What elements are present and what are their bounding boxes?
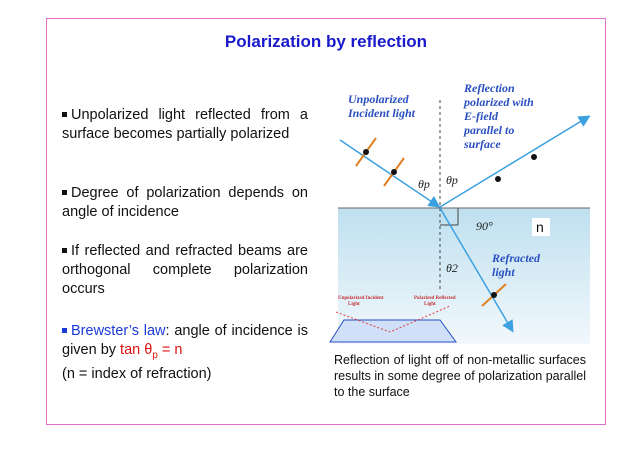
bullet: Brewster’s law: angle of incidence is gi… [62,322,308,384]
theta-p: θp [446,173,458,187]
caption: Reflection of light off of non-metallic … [334,353,586,399]
incident-label: Unpolarized Incident light [347,92,416,120]
bullet: If reflected and refracted beams are ort… [62,242,308,299]
n-label: n [536,219,544,235]
n-box [532,218,550,236]
right-angle: 90° [476,219,493,233]
theta-2: θ2 [446,261,458,275]
theta-p: θp [418,177,430,191]
incident-ray [339,139,441,208]
law-name: Brewster’s law [71,323,166,339]
bullet-text: Unpolarized light reflected from a surfa… [62,107,308,142]
bullet-text: : angle of incidence is given by [62,323,308,358]
frame [46,18,606,425]
refracted-ray [439,207,514,333]
formula-end: = n [157,342,183,358]
formula-sub: p [152,349,158,361]
inset-reflected-label: Polarized Reflected Light [414,296,456,307]
bullet-text: If reflected and refracted beams are ort… [62,243,308,297]
reflected-ray [439,115,591,208]
title: Polarization by reflection [224,32,428,51]
bullet: Unpolarized light reflected from a surfa… [62,106,308,144]
bullet: Degree of polarization depends on angle … [62,184,308,222]
polarization-dots [363,149,537,298]
bullet-text: Degree of polarization depends on angle … [62,185,308,220]
note: (n = index of refraction) [62,365,212,382]
refracted-label: Refracted light [491,251,541,279]
inset-incident-label: Unpolarized Incident Light [338,296,384,307]
formula: tan θ [120,342,153,358]
inset-ray [335,305,451,333]
reflection-label: Reflection polarized with E-field parallel … [463,81,534,151]
